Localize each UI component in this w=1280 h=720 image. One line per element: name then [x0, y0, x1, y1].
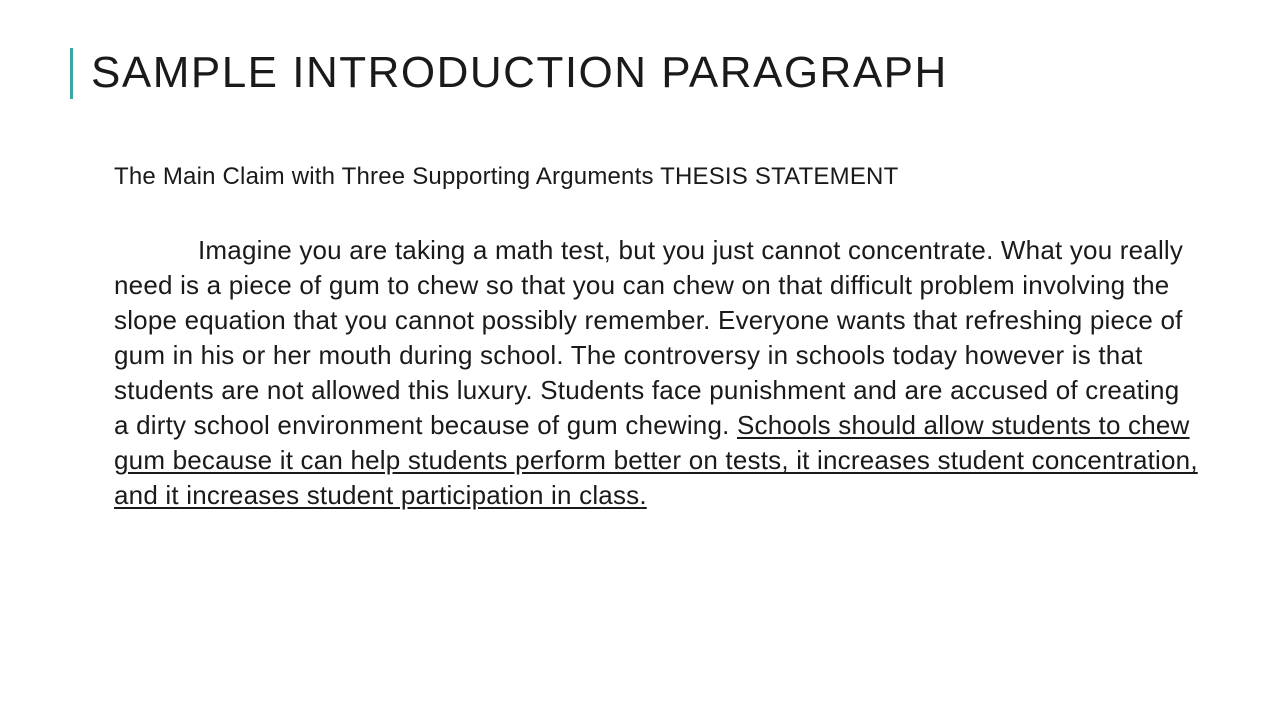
body-paragraph: Imagine you are taking a math test, but …: [114, 233, 1200, 514]
title-rule: SAMPLE INTRODUCTION PARAGRAPH: [70, 48, 1210, 99]
slide: SAMPLE INTRODUCTION PARAGRAPH The Main C…: [0, 0, 1280, 720]
subhead: The Main Claim with Three Supporting Arg…: [114, 163, 1200, 191]
slide-title: SAMPLE INTRODUCTION PARAGRAPH: [91, 48, 1210, 99]
slide-content: The Main Claim with Three Supporting Arg…: [70, 163, 1210, 514]
